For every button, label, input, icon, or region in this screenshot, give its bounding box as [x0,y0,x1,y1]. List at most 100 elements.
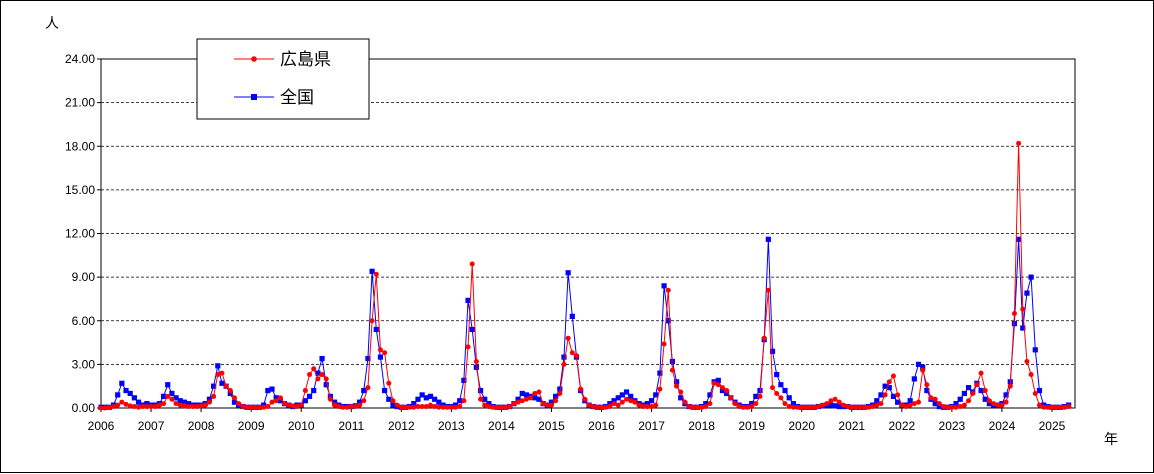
x-tick-label: 2008 [188,419,215,433]
data-point [432,404,438,410]
data-point [1066,404,1072,410]
data-point [861,404,867,410]
data-point [986,401,993,407]
data-point [515,399,521,405]
data-point [369,268,375,274]
data-point [678,389,684,395]
data-point [265,404,271,410]
y-axis-unit: 人 [45,16,59,32]
data-point [674,383,680,389]
data-point [311,387,317,394]
data-point [219,370,225,376]
data-point [978,370,984,376]
data-point [415,404,421,410]
data-point [315,376,321,382]
data-point [361,398,367,404]
x-tick-label: 2018 [688,419,715,433]
data-point [411,401,417,407]
data-point [436,399,442,405]
data-point [127,390,133,397]
data-point [590,404,596,410]
data-point [607,401,613,407]
data-point [482,402,488,408]
data-point [828,398,834,404]
data-point [707,401,713,407]
y-tick-label: 18.00 [65,139,95,153]
data-point [611,398,617,404]
data-point [282,401,288,407]
data-point [1028,372,1034,378]
data-point [724,388,730,394]
data-point [236,401,242,407]
data-point [523,392,530,398]
data-point [327,396,333,402]
x-tick-label: 2014 [488,419,515,433]
data-point [111,404,117,410]
data-point [565,335,571,341]
data-point [707,392,713,398]
data-point [815,404,821,410]
data-point [828,402,834,408]
data-point [1045,404,1051,410]
data-point [936,403,942,410]
data-point [765,236,771,242]
data-point [907,402,913,408]
data-point [903,404,909,410]
data-point [623,389,630,395]
data-point [240,404,246,410]
data-point [123,387,129,394]
data-point [978,387,984,394]
data-point [198,403,204,409]
data-point [749,404,755,410]
data-point [657,386,663,392]
data-point [390,398,396,404]
x-tick-label: 2024 [989,419,1016,433]
data-point [319,372,325,378]
data-point [569,350,575,356]
data-point [1011,310,1017,316]
data-point [1003,392,1009,398]
data-point [519,390,525,397]
x-tick-label: 2006 [88,419,115,433]
x-axis: 2006 2007 2008 2009 2010 2011 2012 2013 2014 2015… [88,408,1066,433]
data-point [144,404,150,410]
data-point [803,404,809,410]
data-point [603,404,609,410]
data-point [719,385,725,391]
data-point [640,404,646,410]
data-point [327,393,334,399]
y-tick-label: 3.00 [72,357,96,371]
data-point [890,373,896,379]
data-point [115,392,121,398]
data-point [649,404,655,410]
data-point [711,380,717,386]
data-point [344,404,350,410]
data-point [774,371,780,378]
data-point [269,386,275,392]
legend-marker-hiroshima [251,56,257,62]
data-point [115,402,121,408]
x-tick-label: 2022 [888,419,915,433]
x-tick-label: 2021 [838,419,865,433]
data-point [886,379,892,385]
data-point [807,404,813,410]
data-point [682,399,688,405]
data-point [486,401,492,407]
x-tick-label: 2015 [538,419,565,433]
data-point [419,404,425,410]
data-point [307,372,313,378]
data-point [753,401,759,407]
x-tick-label: 2007 [138,419,165,433]
x-tick-label: 2009 [238,419,265,433]
data-point [966,398,972,404]
data-point [911,376,917,382]
x-tick-label: 2019 [738,419,765,433]
data-point [557,386,563,392]
data-point [194,404,200,410]
data-point [686,404,692,410]
data-point [519,398,525,404]
data-point [465,344,471,350]
data-point [423,404,429,410]
data-point [582,396,588,402]
data-point [119,399,125,405]
